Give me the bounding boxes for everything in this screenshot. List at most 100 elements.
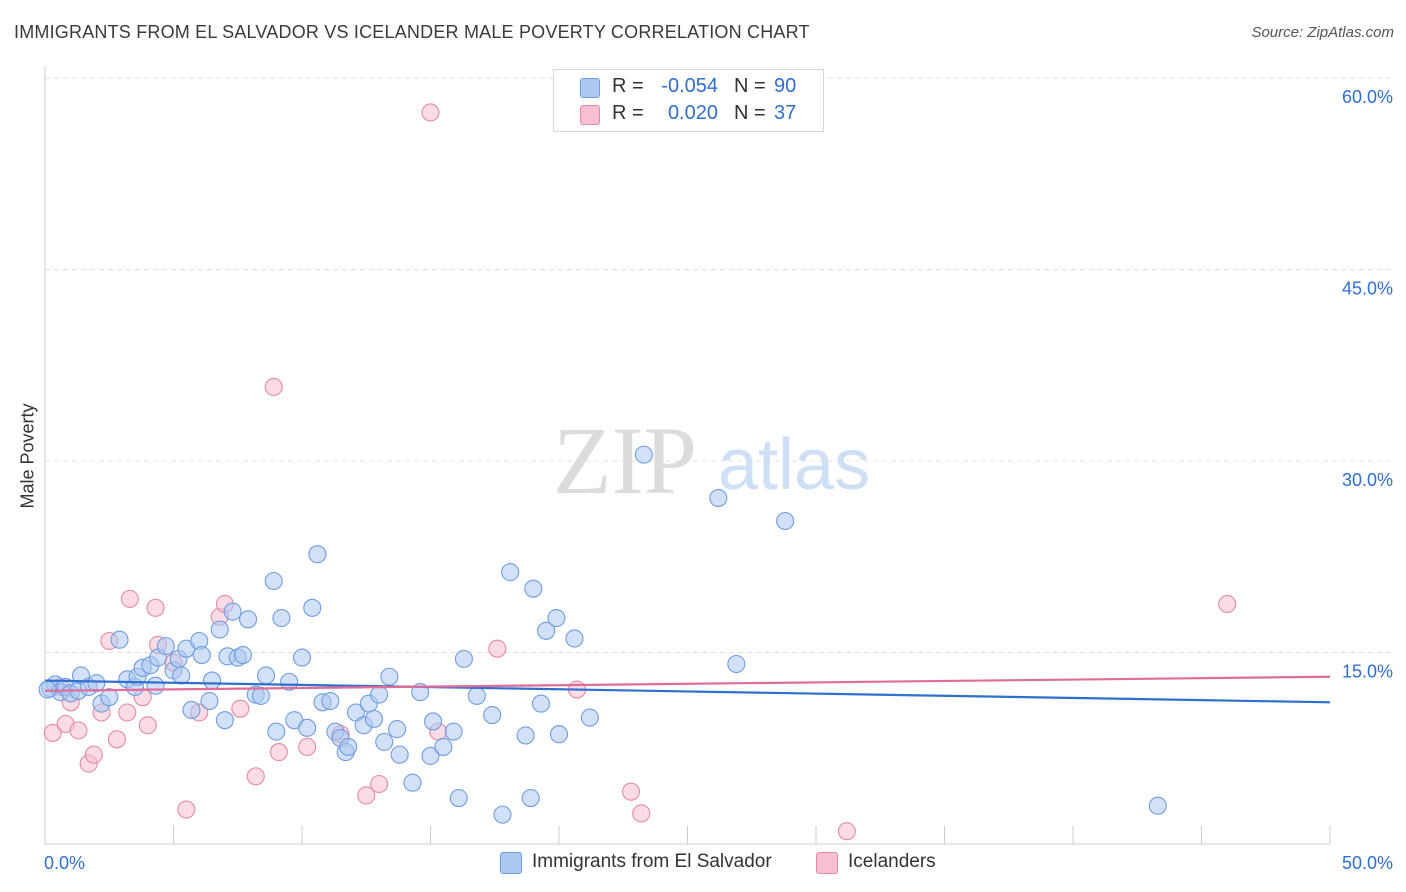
el-salvador-point: [303, 598, 322, 617]
legend-n-label: N =: [734, 75, 766, 97]
el-salvador-point: [264, 571, 283, 591]
icelanders-point: [488, 639, 507, 658]
icelanders-point: [370, 774, 389, 794]
y-axis-label: Male Poverty: [17, 403, 38, 509]
source-label: Source: ZipAtlas.com: [1251, 24, 1394, 41]
legend-n-value: 90: [774, 75, 797, 97]
chart-title: IMMIGRANTS FROM EL SALVADOR VS ICELANDER…: [14, 22, 810, 42]
icelanders-point: [1218, 594, 1237, 614]
el-salvador-point: [87, 674, 106, 693]
el-salvador-point: [524, 579, 543, 598]
el-salvador-point: [200, 691, 219, 711]
el-salvador-point: [449, 788, 468, 808]
el-salvador-point: [308, 545, 327, 564]
el-salvador-point: [182, 700, 201, 720]
icelanders-point: [138, 716, 157, 735]
el-salvador-point: [364, 709, 384, 728]
el-salvador-point: [370, 685, 389, 704]
icelanders-point: [421, 103, 440, 122]
y-tick-label: 45.0%: [1342, 279, 1393, 299]
el-salvador-point: [38, 680, 57, 699]
y-tick-label: 15.0%: [1342, 662, 1393, 682]
el-salvador-point: [321, 691, 340, 711]
el-salvador-point: [256, 666, 276, 685]
el-salvador-point: [493, 805, 512, 824]
icelanders-point: [632, 804, 651, 823]
icelanders-point: [118, 703, 137, 722]
legend-r-value: 0.020: [667, 102, 718, 124]
watermark-zip: ZIP: [553, 407, 697, 514]
el-salvador-point: [172, 666, 191, 685]
icelanders-point: [120, 589, 139, 608]
el-salvador-point: [210, 620, 229, 639]
el-salvador-point: [454, 649, 473, 668]
icelanders-point: [231, 699, 250, 718]
el-salvador-point: [501, 563, 520, 582]
watermark: ZIP atlas: [553, 407, 870, 514]
trend-line-el-salvador: [44, 679, 1331, 704]
el-salvador-point: [233, 646, 252, 665]
x-tick-label: 0.0%: [44, 853, 85, 873]
legend-swatch-pink: [580, 105, 600, 125]
legend-n-label: N =: [734, 102, 766, 124]
icelanders-point: [357, 786, 376, 805]
legend-row-icelanders: R = 0.020 N = 37: [554, 102, 823, 128]
el-salvador-point: [565, 629, 584, 648]
trend-lines: [44, 675, 1331, 704]
trend-line-icelanders: [44, 675, 1331, 692]
el-salvador-point: [521, 788, 540, 808]
icelanders-point: [69, 721, 88, 740]
el-salvador-point: [110, 630, 129, 649]
el-salvador-point: [483, 706, 502, 725]
el-salvador-point: [292, 648, 312, 667]
bottom-legend-icelanders: Icelanders: [848, 851, 936, 872]
el-salvador-point: [549, 725, 569, 744]
el-salvador-point: [298, 718, 317, 737]
x-tick-label: 50.0%: [1342, 853, 1393, 873]
el-salvador-point: [192, 646, 211, 665]
icelanders-point: [246, 767, 265, 786]
el-salvador-point: [444, 722, 463, 741]
legend-swatch-blue: [580, 78, 600, 98]
el-salvador-point: [531, 694, 551, 713]
legend-r-label: R =: [612, 75, 644, 97]
el-salvador-point: [403, 773, 422, 792]
el-salvador-point: [424, 712, 443, 731]
el-salvador-point: [434, 737, 453, 757]
el-salvador-point: [380, 667, 399, 686]
el-salvador-point: [267, 722, 286, 741]
el-salvador-point: [203, 671, 222, 690]
el-salvador-point: [634, 445, 653, 464]
el-salvador-point: [709, 488, 728, 508]
watermark-atlas: atlas: [718, 425, 870, 505]
icelanders-point: [269, 743, 288, 762]
el-salvador-point: [238, 610, 258, 629]
y-tick-label: 30.0%: [1342, 470, 1393, 490]
el-salvador-point: [776, 511, 795, 531]
axes: [44, 66, 1331, 845]
icelanders-point: [837, 822, 856, 841]
icelanders-point: [298, 737, 317, 757]
el-salvador-point: [156, 637, 175, 656]
el-salvador-point: [390, 745, 409, 764]
el-salvador-point: [280, 672, 299, 691]
el-salvador-points: [38, 445, 1167, 824]
legend-row-el-salvador: R = -0.054 N = 90: [554, 75, 823, 101]
el-salvador-point: [727, 654, 746, 674]
bottom-legend-swatch-pink: [816, 852, 838, 874]
el-salvador-point: [375, 732, 394, 751]
icelanders-point: [43, 723, 62, 742]
el-salvador-point: [100, 688, 119, 707]
el-salvador-point: [467, 686, 486, 705]
icelanders-point: [621, 782, 641, 801]
el-salvador-point: [547, 608, 566, 628]
icelanders-point: [264, 377, 283, 397]
icelanders-point: [107, 730, 127, 749]
el-salvador-point: [580, 708, 599, 727]
el-salvador-point: [272, 608, 291, 628]
el-salvador-point: [223, 602, 242, 621]
bottom-legend-el-salvador: Immigrants from El Salvador: [532, 851, 772, 872]
icelanders-point: [177, 800, 196, 819]
icelanders-point: [146, 598, 165, 617]
